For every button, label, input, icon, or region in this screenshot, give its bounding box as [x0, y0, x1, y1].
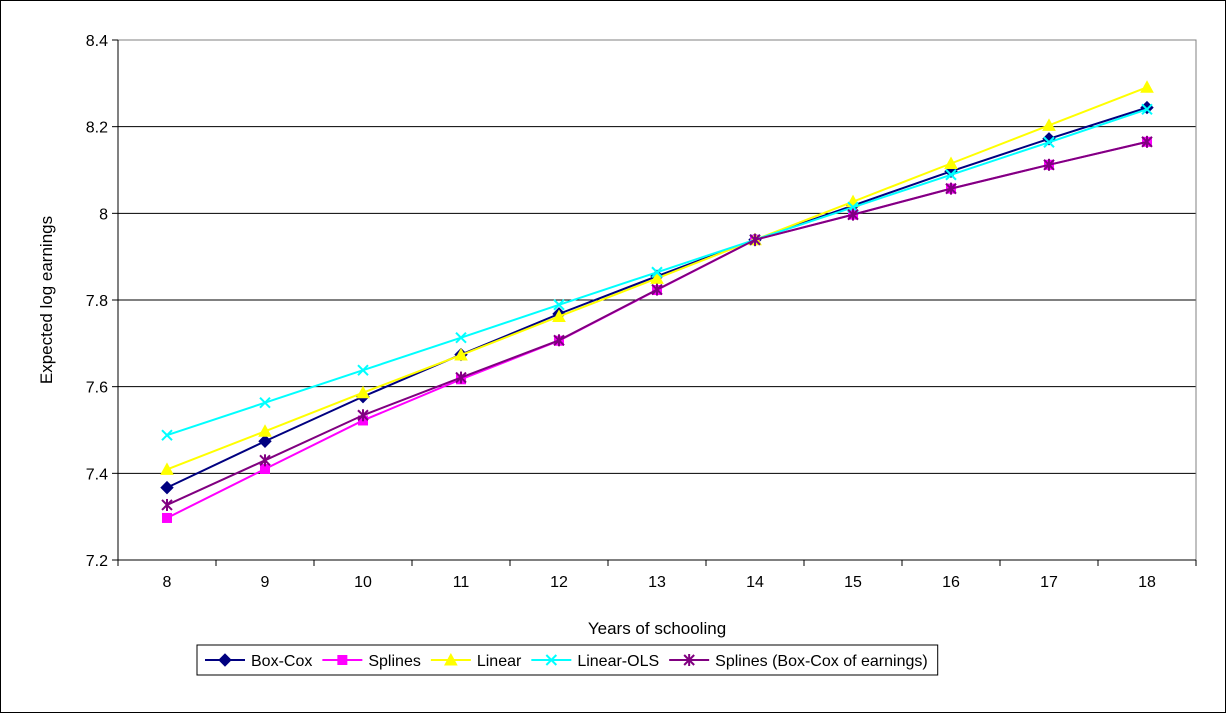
x-marker-stroke — [357, 364, 369, 376]
x-marker — [1043, 136, 1055, 148]
asterisk-marker — [847, 208, 859, 221]
y-axis-title: Expected log earnings — [37, 216, 56, 384]
series-3 — [161, 103, 1153, 441]
diamond-marker — [258, 434, 272, 448]
x-marker — [161, 429, 173, 441]
asterisk-marker — [455, 371, 467, 384]
asterisk-marker — [945, 182, 957, 195]
x-marker-stroke — [161, 429, 173, 441]
x-tick-label: 14 — [746, 574, 764, 591]
asterisk-marker — [259, 454, 271, 467]
legend-item: Linear — [430, 652, 522, 670]
asterisk-marker — [161, 498, 173, 511]
triangle-marker — [650, 271, 664, 284]
x-tick-label: 16 — [942, 574, 960, 591]
y-tick-label: 7.6 — [86, 380, 108, 397]
asterisk-marker — [357, 409, 369, 422]
x-tick-label: 10 — [354, 574, 372, 591]
x-marker — [945, 169, 957, 181]
asterisk-marker — [749, 233, 761, 246]
x-marker — [455, 331, 467, 344]
legend-item: Splines (Box-Cox of earnings) — [669, 653, 928, 670]
series-group — [160, 80, 1154, 523]
y-tick-label: 8 — [99, 206, 108, 223]
asterisk-marker — [683, 654, 695, 666]
series-4 — [161, 135, 1153, 511]
legend-label: Splines — [368, 653, 420, 670]
x-axis-title: Years of schooling — [588, 619, 726, 638]
y-tick-label: 7.8 — [86, 293, 108, 310]
axes: 7.2 7.4 7.6 7.8 8 8.2 8.4 8 9 10 11 12 13 14 15 16 17 18 — [86, 33, 1197, 591]
x-marker-stroke — [553, 299, 565, 311]
x-tick-label: 18 — [1138, 574, 1156, 591]
triangle-marker — [160, 462, 174, 475]
asterisk-marker — [651, 283, 663, 296]
x-marker — [1141, 103, 1153, 116]
x-marker — [259, 396, 271, 409]
x-marker-stroke — [945, 169, 957, 181]
x-marker — [651, 266, 663, 278]
y-tick-label: 8.2 — [86, 120, 108, 137]
diamond-marker — [160, 480, 174, 495]
legend-item: Box-Cox — [205, 653, 312, 670]
x-tick-label: 11 — [453, 574, 470, 591]
x-tick-label: 9 — [261, 574, 270, 591]
square-marker — [162, 512, 172, 523]
y-tick-label: 7.2 — [86, 553, 108, 570]
legend-label: Box-Cox — [251, 653, 312, 670]
triangle-marker — [1140, 80, 1154, 93]
y-tick-label: 7.4 — [86, 466, 108, 483]
triangle-marker — [454, 347, 468, 361]
x-marker-stroke — [545, 654, 558, 666]
legend: Box-Cox Splines Linear Linear-OLS Splines (B… — [196, 644, 939, 676]
x-marker-stroke — [651, 266, 663, 278]
legend-label: Linear — [477, 653, 522, 670]
triangle-marker — [356, 385, 370, 399]
x-marker — [545, 654, 558, 666]
legend-item: Splines — [322, 653, 421, 670]
triangle-marker — [552, 309, 566, 322]
triangle-marker — [444, 652, 458, 666]
x-tick-label: 15 — [844, 574, 862, 591]
x-tick-label: 17 — [1040, 574, 1058, 591]
y-tick-label: 8.4 — [86, 33, 108, 50]
square-marker — [260, 464, 270, 474]
x-marker-stroke — [259, 396, 271, 409]
triangle-marker — [944, 156, 958, 169]
x-marker — [553, 299, 565, 311]
diamond-marker — [218, 653, 232, 667]
x-marker-stroke — [455, 331, 467, 344]
asterisk-marker — [1141, 135, 1153, 148]
x-marker-stroke — [1043, 136, 1055, 148]
x-marker-stroke — [1141, 103, 1153, 116]
legend-label: Linear-OLS — [577, 653, 659, 670]
x-tick-label: 8 — [163, 574, 172, 591]
x-tick-label: 13 — [648, 574, 666, 591]
legend-item: Linear-OLS — [531, 653, 659, 670]
triangle-marker — [1042, 118, 1056, 131]
x-marker — [357, 364, 369, 376]
x-tick-label: 12 — [550, 574, 568, 591]
asterisk-marker — [553, 334, 565, 347]
triangle-marker — [258, 424, 272, 437]
asterisk-marker — [1043, 158, 1055, 171]
legend-label: Splines (Box-Cox of earnings) — [715, 653, 928, 670]
square-marker — [337, 655, 348, 665]
